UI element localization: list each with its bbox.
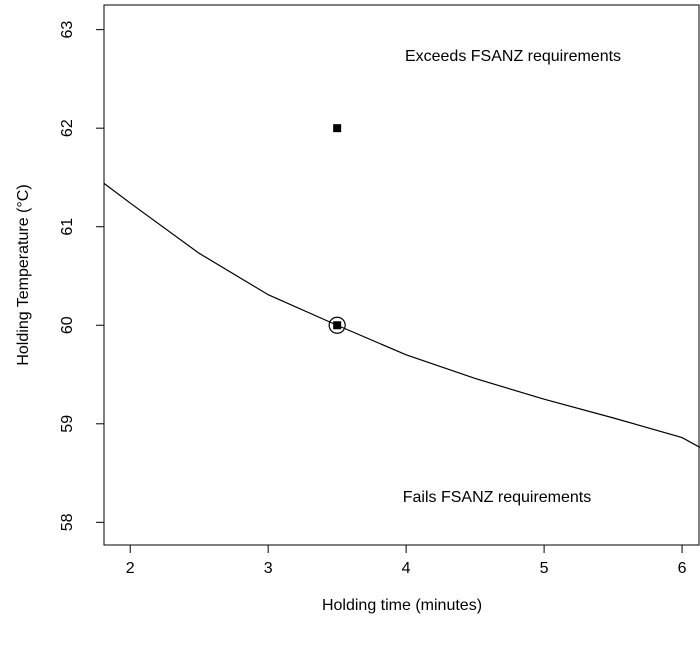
x-tick-label: 4 [402, 560, 411, 577]
x-tick-label: 2 [126, 560, 135, 577]
y-axis-label: Holding Temperature (°C) [15, 184, 32, 365]
circle-point [328, 316, 346, 334]
square-point [333, 124, 342, 133]
annotation: Exceeds FSANZ requirements [405, 48, 621, 65]
curve [103, 182, 700, 448]
x-tick-label: 3 [264, 560, 273, 577]
x-axis-label: Holding time (minutes) [322, 597, 482, 614]
x-tick-label: 6 [678, 560, 687, 577]
y-tick-label: 58 [59, 513, 76, 531]
y-tick-label: 59 [59, 415, 76, 433]
x-tick-label: 5 [540, 560, 549, 577]
y-tick-label: 60 [59, 316, 76, 334]
plot-frame [103, 4, 700, 546]
y-tick-label: 63 [59, 21, 76, 39]
annotation: Fails FSANZ requirements [403, 489, 592, 506]
square-point [333, 321, 342, 330]
y-tick-label: 62 [59, 119, 76, 137]
y-tick-label: 61 [59, 218, 76, 236]
